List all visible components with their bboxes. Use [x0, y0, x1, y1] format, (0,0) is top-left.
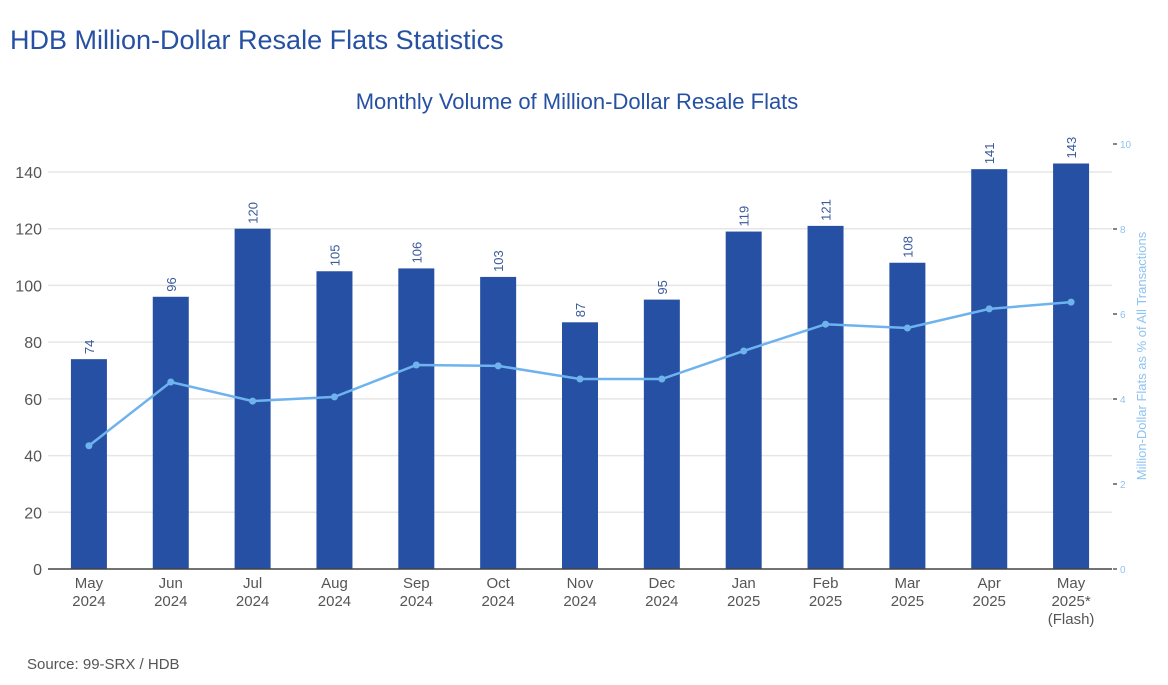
y2-tick-label: 2	[1120, 480, 1126, 491]
page-title: HDB Million-Dollar Resale Flats Statisti…	[10, 25, 504, 55]
bar-data-label: 95	[655, 280, 670, 294]
x-tick-label: 2025	[973, 593, 1006, 610]
x-tick-label: 2024	[481, 593, 514, 610]
x-tick-label: 2025*	[1051, 593, 1090, 610]
bar-data-label: 105	[327, 245, 342, 267]
percent-point	[740, 347, 748, 355]
x-tick-label: 2024	[236, 593, 269, 610]
bar-data-label: 96	[164, 277, 179, 291]
y-tick-label: 80	[24, 335, 42, 352]
x-tick-label: 2024	[72, 593, 105, 610]
y-tick-label: 40	[24, 449, 42, 466]
y-tick-label: 140	[15, 165, 42, 182]
y2-tick-label: 0	[1120, 565, 1126, 576]
y2-axis-label: Million-Dollar Flats as % of All Transac…	[1134, 231, 1149, 480]
bar	[971, 169, 1008, 569]
y2-tick-label: 10	[1120, 140, 1132, 151]
bar-data-label: 106	[409, 242, 424, 264]
x-tick-label: May	[75, 575, 104, 592]
x-tick-label: 2025	[727, 593, 760, 610]
y-tick-label: 60	[24, 392, 42, 409]
percent-point	[576, 375, 584, 383]
x-tick-label: 2024	[563, 593, 596, 610]
percent-point	[167, 378, 175, 386]
bar-data-label: 87	[573, 303, 588, 317]
percent-point	[249, 397, 257, 405]
bar	[480, 276, 517, 569]
chart-title: Monthly Volume of Million-Dollar Resale …	[356, 89, 799, 114]
y2-tick-label: 4	[1120, 395, 1126, 406]
x-tick-label: Aug	[321, 575, 348, 592]
x-tick-label: Jun	[159, 575, 183, 592]
source-note: Source: 99-SRX / HDB	[27, 656, 180, 673]
bar-data-label: 120	[246, 202, 261, 224]
x-tick-label: Jul	[243, 575, 262, 592]
bar	[643, 299, 680, 569]
bar	[562, 322, 598, 569]
bar-data-label: 103	[491, 250, 506, 272]
x-tick-label: 2024	[645, 593, 678, 610]
y2-tick-label: 6	[1120, 310, 1126, 321]
percent-point	[903, 324, 911, 332]
y-tick-label: 20	[24, 505, 42, 522]
percent-point	[822, 320, 830, 328]
y-tick-label: 100	[15, 278, 42, 295]
bar-data-label: 141	[982, 142, 997, 164]
x-tick-label: Sep	[403, 575, 430, 592]
x-tick-label: Jan	[732, 575, 756, 592]
y2-tick-label: 8	[1120, 225, 1126, 236]
bar	[70, 359, 107, 569]
bar	[1053, 163, 1090, 569]
x-tick-label: Mar	[894, 575, 920, 592]
percent-point	[330, 393, 338, 401]
x-tick-label: 2025	[891, 593, 924, 610]
x-tick-label: Apr	[978, 575, 1001, 592]
x-tick-label: Oct	[486, 575, 510, 592]
x-tick-label: May	[1057, 575, 1086, 592]
percent-point	[985, 305, 993, 313]
percent-point	[85, 442, 93, 450]
percent-point	[494, 362, 502, 370]
x-tick-label: 2025	[809, 593, 842, 610]
bar	[152, 296, 189, 569]
y-tick-label: 120	[15, 222, 42, 239]
bar	[316, 271, 353, 569]
x-tick-label: 2024	[318, 593, 351, 610]
bar-data-label: 74	[82, 340, 97, 354]
bar	[889, 262, 926, 569]
x-tick-label: 2024	[400, 593, 433, 610]
percent-point	[1067, 298, 1075, 306]
bar-data-label: 119	[737, 206, 752, 227]
bar	[725, 231, 762, 570]
x-tick-label: Feb	[813, 575, 839, 592]
x-tick-label: Dec	[649, 575, 676, 592]
x-tick-label: (Flash)	[1048, 611, 1095, 628]
x-tick-label: 2024	[154, 593, 187, 610]
percent-point	[658, 375, 666, 383]
bar-data-label: 108	[900, 236, 915, 258]
bar-data-label: 143	[1064, 137, 1079, 159]
x-tick-label: Nov	[567, 575, 594, 592]
y-tick-label: 0	[33, 562, 42, 579]
bar-data-label: 121	[819, 199, 834, 221]
bar	[807, 225, 844, 569]
percent-point	[412, 361, 420, 369]
bar	[398, 268, 435, 569]
